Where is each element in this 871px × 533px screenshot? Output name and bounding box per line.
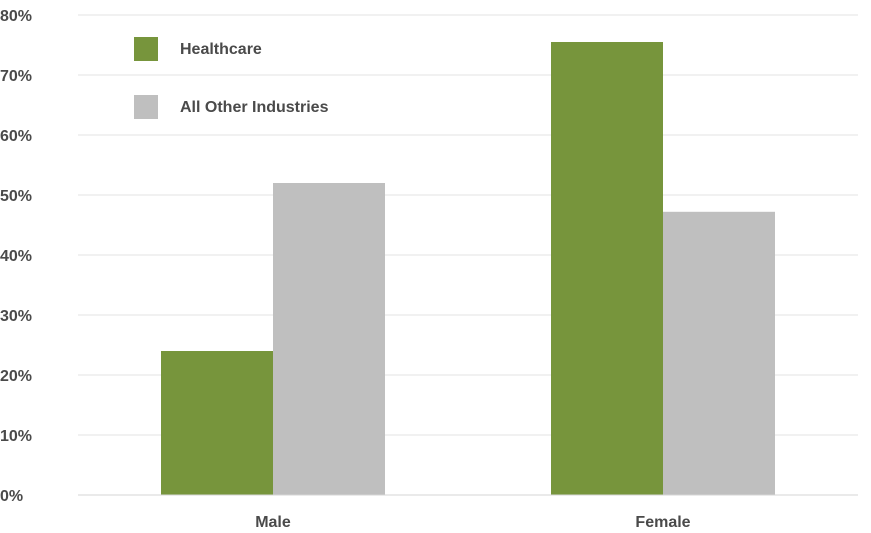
y-tick-label: 10% xyxy=(0,428,32,445)
x-category-label: Male xyxy=(255,514,291,531)
y-tick-label: 20% xyxy=(0,368,32,385)
bar-healthcare-male xyxy=(161,351,273,495)
legend-label: Healthcare xyxy=(180,41,262,58)
y-tick-label: 70% xyxy=(0,68,32,85)
bar-all-other-industries-male xyxy=(273,183,385,495)
legend-swatch-healthcare xyxy=(134,37,158,61)
y-tick-label: 30% xyxy=(0,308,32,325)
legend-label: All Other Industries xyxy=(180,99,329,116)
y-tick-label: 80% xyxy=(0,8,32,25)
y-axis: 0% 10% 20% 30% 40% 50% 60% 70% 80% xyxy=(0,8,32,505)
y-tick-label: 50% xyxy=(0,188,32,205)
bars xyxy=(161,42,775,496)
y-tick-label: 60% xyxy=(0,128,32,145)
x-category-label: Female xyxy=(635,514,690,531)
legend: Healthcare All Other Industries xyxy=(134,37,329,119)
bar-all-other-industries-female xyxy=(663,211,775,496)
x-axis: Male Female xyxy=(78,494,858,531)
legend-swatch-all-other-industries xyxy=(134,95,158,119)
bar-healthcare-female xyxy=(551,42,663,495)
y-tick-label: 0% xyxy=(0,488,23,505)
y-tick-label: 40% xyxy=(0,248,32,265)
